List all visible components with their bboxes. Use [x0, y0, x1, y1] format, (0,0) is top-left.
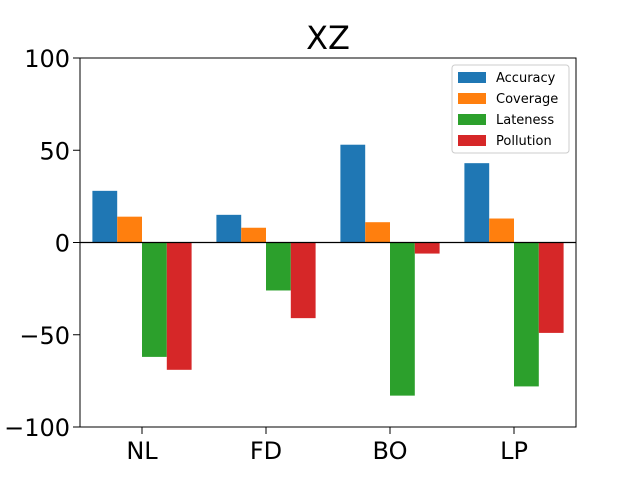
bar-accuracy-bo [340, 144, 366, 243]
legend-label-accuracy: Accuracy [496, 71, 556, 86]
bar-accuracy-lp [464, 163, 490, 243]
legend-label-pollution: Pollution [496, 134, 552, 149]
legend-box [451, 64, 570, 154]
bar-accuracy-fd [216, 214, 242, 243]
x-tick-label: BO [373, 437, 408, 465]
bar-pollution-fd [290, 242, 316, 319]
bar-pollution-nl [166, 242, 192, 370]
legend: Accuracy Coverage Lateness Pollution [451, 64, 570, 154]
x-tick-label: NL [126, 437, 158, 465]
bar-lateness-lp [514, 242, 539, 387]
bar-pollution-lp [538, 242, 564, 333]
x-tick-label: FD [250, 437, 282, 465]
bar-coverage-bo [365, 222, 390, 243]
x-tick-label: LP [500, 437, 528, 465]
chart-title: XZ [306, 19, 350, 57]
bar-lateness-fd [266, 242, 291, 291]
bar-coverage-nl [117, 216, 142, 243]
y-tick-label: 100 [24, 45, 70, 73]
bar-lateness-nl [142, 242, 167, 357]
bar-pollution-bo [414, 242, 440, 254]
bars-group [92, 144, 564, 396]
legend-swatch-coverage [458, 93, 486, 104]
bar-coverage-lp [489, 218, 514, 243]
y-tick-label: −100 [4, 414, 70, 442]
bar-accuracy-nl [92, 190, 118, 243]
legend-label-lateness: Lateness [496, 113, 554, 128]
y-tick-label: 50 [39, 137, 70, 165]
x-axis: NL FD BO LP [126, 427, 528, 465]
y-axis: 100 50 0 −50 −100 [4, 45, 80, 442]
bar-lateness-bo [390, 242, 415, 396]
legend-label-coverage: Coverage [496, 92, 558, 107]
legend-swatch-pollution [458, 135, 486, 146]
y-tick-label: 0 [55, 230, 70, 258]
bar-coverage-fd [241, 227, 266, 243]
legend-swatch-accuracy [458, 72, 486, 83]
legend-swatch-lateness [458, 114, 486, 125]
y-tick-label: −50 [19, 322, 70, 350]
